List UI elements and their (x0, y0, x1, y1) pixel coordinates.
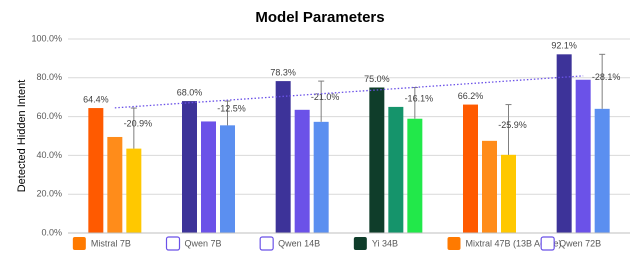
bar (556, 54, 572, 233)
x-tick-label: Qwen 72B (559, 238, 601, 248)
y-axis-label: Detected Hidden Intent (16, 80, 28, 193)
value-label: 92.1% (551, 41, 577, 51)
bar (482, 140, 497, 233)
y-tick-label: 80.0% (36, 72, 62, 82)
drop-label: -12.5% (217, 104, 246, 114)
value-label: 66.2% (458, 91, 484, 101)
bar (575, 79, 591, 234)
bar (275, 81, 291, 234)
value-label: 75.0% (364, 74, 390, 84)
chart-title: Model Parameters (255, 9, 384, 26)
value-label: 64.4% (83, 94, 109, 104)
model-icon (259, 236, 274, 251)
y-tick-label: 0.0% (41, 227, 62, 237)
value-label: 78.3% (270, 67, 296, 77)
bar (407, 118, 423, 233)
x-tick-label: Yi 34B (372, 238, 398, 248)
bar (369, 87, 385, 233)
y-tick-label: 40.0% (36, 150, 62, 160)
bar (313, 121, 329, 233)
drop-label: -25.9% (498, 120, 527, 130)
x-tick-label: Mistral 7B (91, 238, 131, 248)
y-tick-label: 20.0% (36, 189, 62, 199)
drop-label: -21.0% (311, 92, 340, 102)
bar (594, 108, 610, 233)
model-icon (447, 237, 461, 250)
bar (107, 136, 123, 233)
bar (220, 125, 235, 233)
model-icon (353, 237, 367, 250)
drop-label: -20.9% (124, 119, 153, 129)
model-icon (72, 237, 86, 250)
y-tick-label: 60.0% (36, 111, 62, 121)
bar (88, 108, 104, 233)
bar (182, 101, 197, 233)
bar (501, 154, 516, 233)
bar (126, 148, 142, 233)
x-tick-label: Qwen 7B (185, 238, 222, 248)
x-tick-label: Mixtral 47B (13B Active) (466, 238, 562, 248)
x-tick-label: Qwen 14B (278, 238, 320, 248)
bar (388, 106, 404, 233)
drop-label: -28.1% (592, 72, 621, 82)
y-tick-label: 100.0% (31, 33, 62, 43)
value-label: 68.0% (177, 87, 203, 97)
bar (201, 121, 216, 233)
bar (463, 104, 478, 234)
model-icon (165, 236, 181, 251)
model-icon (540, 236, 555, 251)
bar (294, 109, 310, 233)
trendline (114, 75, 584, 109)
drop-label: -16.1% (405, 93, 434, 103)
